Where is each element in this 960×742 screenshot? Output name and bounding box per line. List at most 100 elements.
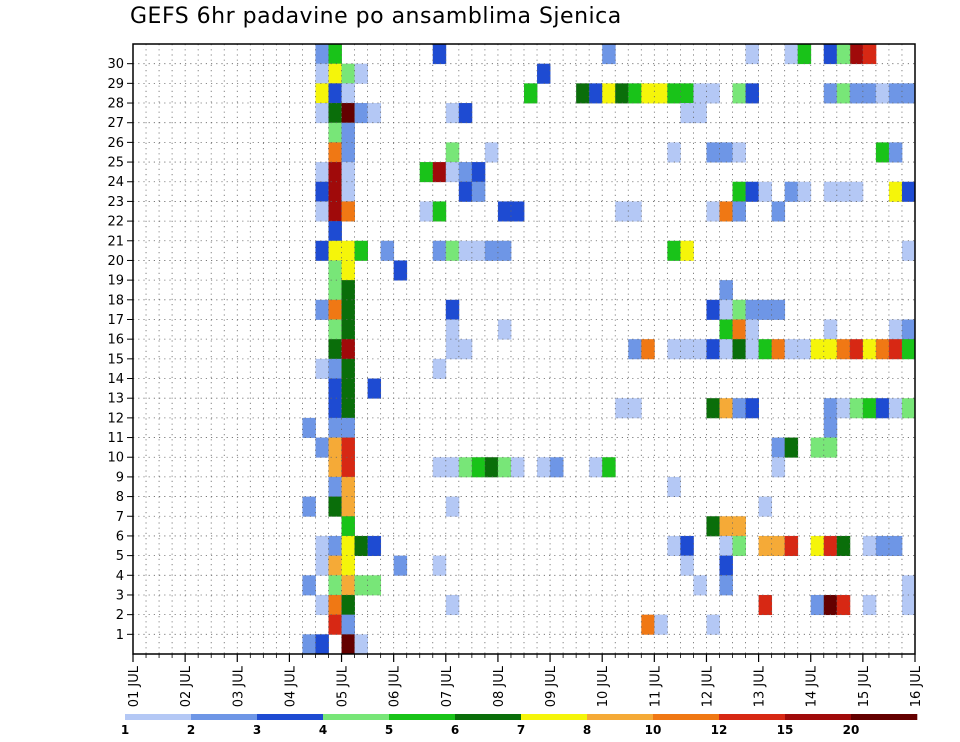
heatmap-cell [341,201,355,222]
heatmap-cell [354,575,368,596]
y-tick-label: 22 [107,215,124,230]
y-tick-label: 20 [107,254,124,269]
heatmap-cell [797,44,812,65]
heatmap-cell [445,339,460,360]
heatmap-cell [341,319,355,340]
heatmap-cell [849,398,864,419]
heatmap-cell [341,240,355,261]
heatmap-cell [693,575,707,596]
heatmap-cell [341,417,355,438]
heatmap-cell [732,319,746,340]
heatmap-cell [445,142,460,163]
heatmap-cell [732,339,746,360]
y-tick-label: 23 [107,195,124,210]
heatmap-cell [680,83,694,104]
colorbar-label: 1 [121,723,129,737]
heatmap-cell [836,594,851,616]
heatmap-cell [823,339,838,360]
heatmap-cell [836,83,851,104]
heatmap-cell [497,240,512,261]
heatmap-cell [341,299,355,320]
y-tick-label: 30 [107,57,124,72]
heatmap-cell [328,535,342,557]
heatmap-cell [341,358,355,379]
heatmap-cell [315,162,329,183]
heatmap-cell [641,83,655,104]
heatmap-cell [849,44,864,65]
heatmap-cell [797,339,812,360]
chart-title: GEFS 6hr padavine po ansamblima Sjenica [130,4,622,29]
heatmap-cell [315,535,329,557]
y-tick-label: 15 [107,352,124,367]
heatmap-cell [719,299,733,320]
heatmap-cell [628,201,642,222]
heatmap-cell [628,339,642,360]
heatmap-cell [680,240,694,261]
heatmap-cell [328,378,342,399]
heatmap-cell [888,83,903,104]
heatmap-cell [445,240,460,261]
y-axis: 1234567891011121314151617181920212223242… [107,57,133,643]
y-tick-label: 5 [116,549,124,564]
heatmap-cell [471,181,486,202]
heatmap-cell [784,339,799,360]
heatmap-cell [432,44,447,65]
y-tick-label: 14 [107,372,124,387]
heatmap-cell [862,83,877,104]
cells-layer [302,44,916,655]
heatmap-cell [862,594,877,616]
heatmap-cell [315,201,329,222]
heatmap-cell [719,398,733,419]
heatmap-cell [758,181,773,202]
heatmap-cell [497,457,512,478]
heatmap-cell [328,260,342,281]
heatmap-cell [745,299,759,320]
heatmap-cell [484,142,499,163]
heatmap-cell [771,535,786,557]
heatmap-cell [888,142,903,163]
heatmap-cell [745,398,759,419]
heatmap-cell [445,319,460,340]
heatmap-cell [680,535,694,557]
heatmap-cell [719,339,733,360]
heatmap-cell [719,201,733,222]
heatmap-cell [680,339,694,360]
x-tick-label: 13 JUL [753,665,768,707]
y-tick-label: 8 [116,490,124,505]
heatmap-cell [888,339,903,360]
heatmap-cell [328,496,342,517]
heatmap-cell [471,457,486,478]
heatmap-cell [719,142,733,163]
heatmap-cell [758,594,773,616]
heatmap-cell [419,201,434,222]
heatmap-cell [484,240,499,261]
heatmap-cell [810,339,825,360]
y-tick-label: 26 [107,136,124,151]
heatmap-cell [341,103,355,124]
y-tick-label: 4 [116,569,124,584]
heatmap-cell [719,535,733,557]
heatmap-cell [849,83,864,104]
heatmap-cell [745,319,759,340]
y-tick-label: 18 [107,293,124,308]
heatmap-cell [745,83,759,104]
x-tick-label: 08 JUL [492,665,507,707]
heatmap-cell [602,457,616,478]
colorbar-swatch [719,714,786,720]
colorbar-swatch [653,714,720,720]
colorbar-swatch [257,714,324,720]
heatmap-cell [328,555,342,576]
heatmap-cell [875,83,890,104]
colorbar: 1 2 3 4 5 6 7 8 10 12 15 20 [121,714,918,737]
heatmap-cell [888,535,903,557]
heatmap-cell [667,535,681,557]
colorbar-label: 12 [711,723,728,737]
heatmap-cell [602,83,616,104]
heatmap-cell [680,555,694,576]
heatmap-cell [693,339,707,360]
heatmap-cell [823,319,838,340]
colorbar-swatch [389,714,456,720]
heatmap-cell [719,555,733,576]
heatmap-cell [589,457,603,478]
